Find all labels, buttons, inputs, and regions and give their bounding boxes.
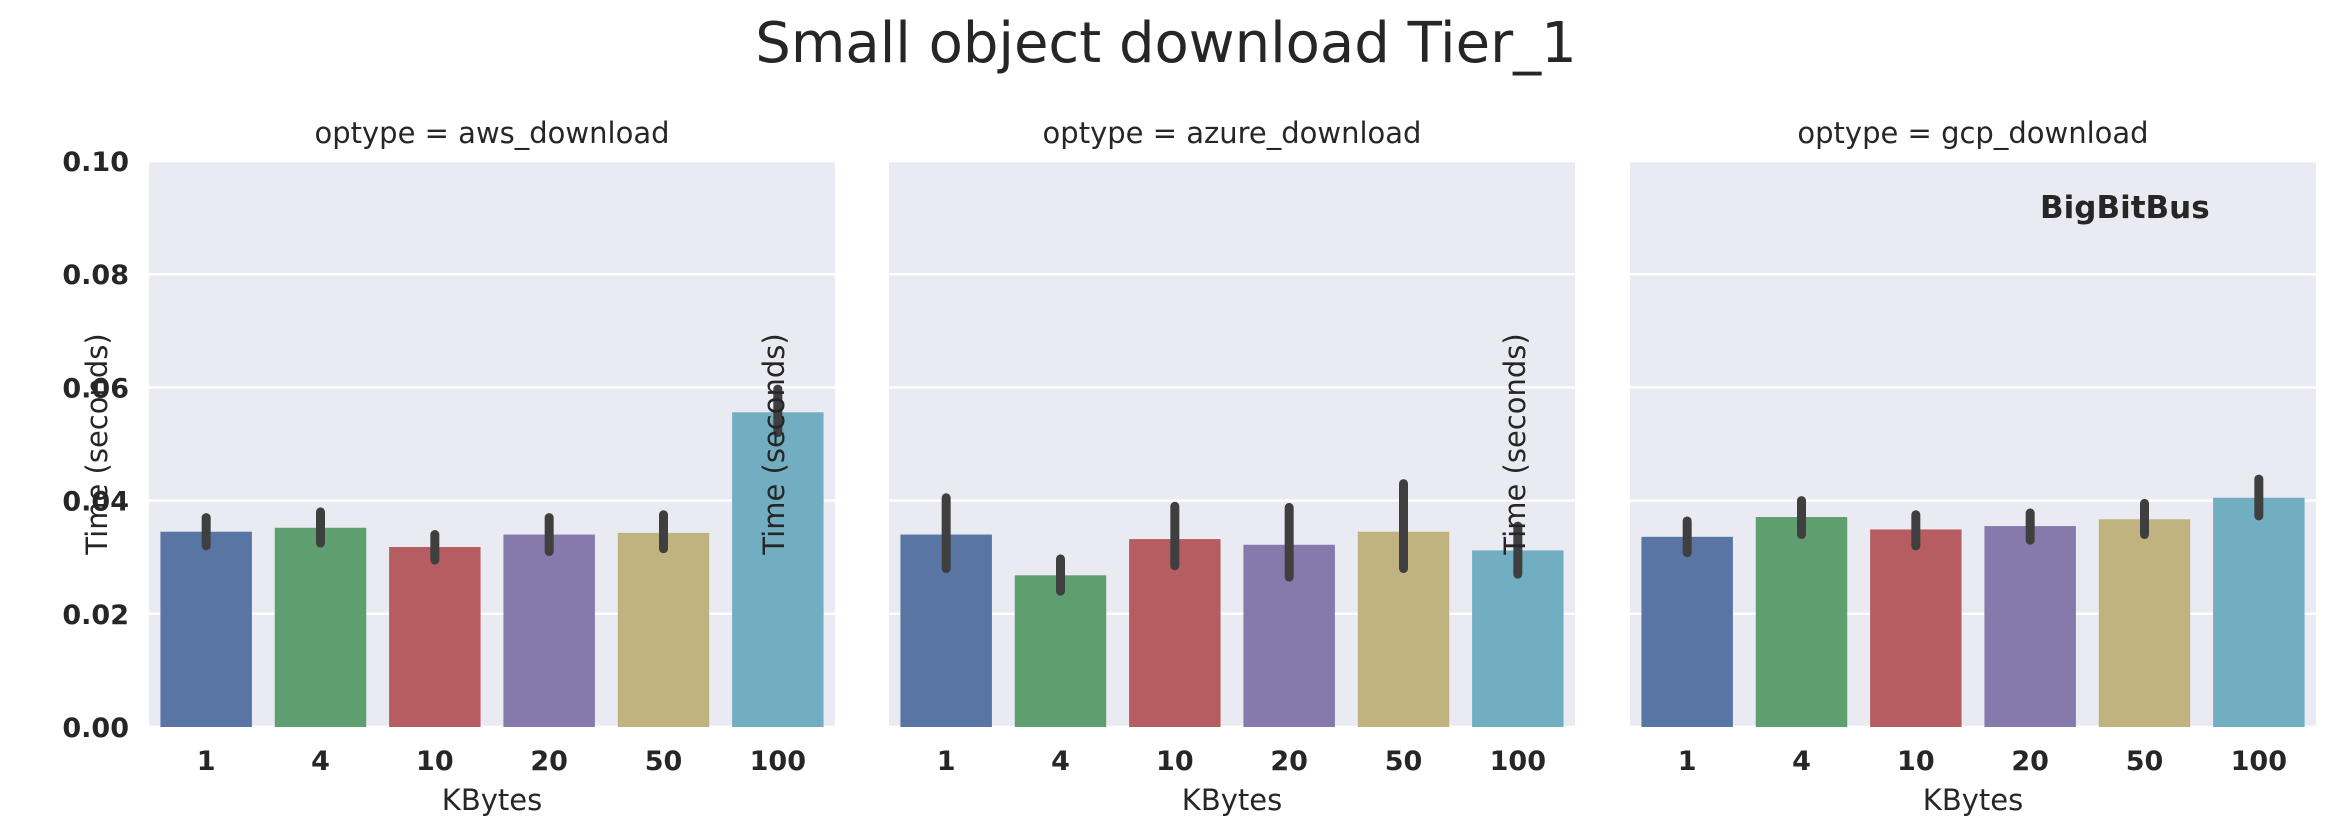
plot-background	[889, 161, 1575, 727]
x-tick-label: 50	[1385, 746, 1423, 777]
bar	[1014, 575, 1107, 727]
x-tick-label: 10	[416, 746, 454, 777]
facet-title: optype = azure_download	[1043, 116, 1422, 150]
x-axis-label: KBytes	[1923, 783, 2023, 817]
bar	[1472, 550, 1564, 727]
bar	[1129, 539, 1221, 727]
plot-background	[149, 161, 835, 727]
y-tick-label: 0.08	[62, 260, 129, 291]
bar	[503, 534, 595, 727]
x-tick-label: 100	[1490, 746, 1546, 777]
y-tick-label: 0.00	[62, 713, 129, 744]
watermark-text: BigBitBus	[2040, 190, 2210, 226]
x-tick-label: 4	[1051, 746, 1070, 777]
x-tick-label: 10	[1156, 746, 1194, 777]
chart-title: Small object download Tier_1	[755, 11, 1576, 76]
facet-panel-2: optype = gcp_download Time (seconds) 1 4 10 2…	[1498, 116, 2316, 817]
x-tick-label: 1	[1678, 746, 1697, 777]
x-tick-label: 20	[1270, 746, 1308, 777]
y-tick-label: 0.06	[62, 373, 129, 404]
x-axis-label: KBytes	[1182, 783, 1282, 817]
x-tick-label: 50	[645, 746, 683, 777]
y-axis-label: Time (seconds)	[80, 333, 114, 555]
y-axis-label: Time (seconds)	[1498, 333, 1532, 555]
bar	[1870, 529, 1962, 727]
bar	[389, 547, 481, 727]
x-tick-label: 1	[937, 746, 956, 777]
x-axis-label: KBytes	[442, 783, 542, 817]
bar	[2098, 519, 2191, 727]
facet-panel-0: optype = aws_download Time (seconds) 0.00 0…	[62, 116, 835, 817]
x-tick-label: 20	[530, 746, 568, 777]
bar	[1984, 526, 2076, 727]
y-tick-label: 0.04	[62, 487, 129, 518]
y-tick-label: 0.10	[62, 147, 129, 178]
bar	[274, 527, 367, 727]
bar	[160, 531, 252, 727]
x-tick-label: 4	[311, 746, 330, 777]
bar	[1641, 536, 1733, 727]
y-axis-label: Time (seconds)	[757, 333, 791, 555]
x-tick-label: 50	[2126, 746, 2164, 777]
plot-background	[1630, 161, 2316, 727]
bar	[732, 412, 824, 727]
x-tick-label: 100	[2231, 746, 2287, 777]
x-tick-label: 100	[750, 746, 806, 777]
x-tick-label: 1	[197, 746, 216, 777]
facet-panel-1: optype = azure_download Time (seconds) 1 4 1…	[757, 116, 1575, 817]
y-tick-label: 0.02	[62, 600, 129, 631]
x-tick-label: 4	[1792, 746, 1811, 777]
x-tick-label: 10	[1897, 746, 1935, 777]
x-tick-label: 20	[2011, 746, 2049, 777]
bar	[1755, 517, 1848, 727]
bar	[617, 532, 710, 727]
facet-title: optype = gcp_download	[1797, 116, 2148, 150]
bar	[2213, 497, 2305, 727]
facet-title: optype = aws_download	[315, 116, 670, 150]
